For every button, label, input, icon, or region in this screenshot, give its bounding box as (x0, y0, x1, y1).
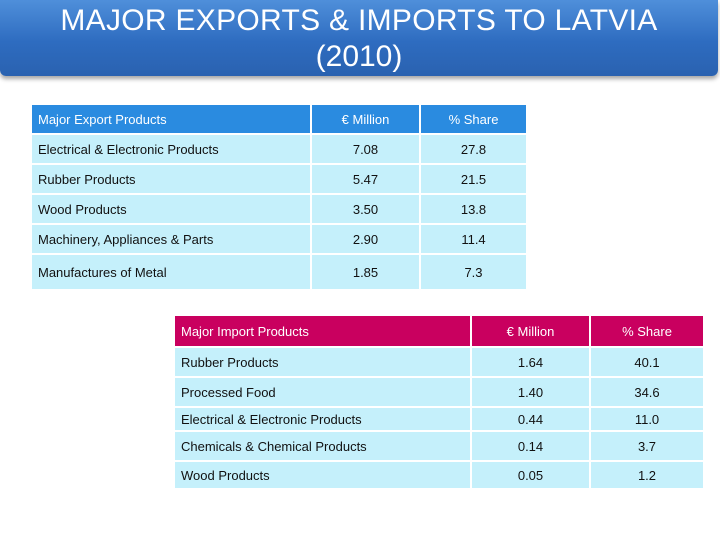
import-million: 0.05 (472, 462, 589, 488)
export-table: Major Export Products € Million % Share … (30, 103, 528, 291)
export-header-million: € Million (312, 105, 419, 133)
export-share: 13.8 (421, 195, 526, 223)
title-banner: MAJOR EXPORTS & IMPORTS TO LATVIA (2010) (0, 0, 718, 76)
export-share: 7.3 (421, 255, 526, 289)
export-product: Machinery, Appliances & Parts (32, 225, 310, 253)
import-share: 34.6 (591, 378, 703, 406)
import-product: Rubber Products (175, 348, 470, 376)
export-million: 1.85 (312, 255, 419, 289)
export-header-product: Major Export Products (32, 105, 310, 133)
table-row: Wood Products 0.05 1.2 (175, 462, 703, 488)
table-row: Rubber Products 1.64 40.1 (175, 348, 703, 376)
import-header-million: € Million (472, 316, 589, 346)
import-share: 1.2 (591, 462, 703, 488)
import-product: Wood Products (175, 462, 470, 488)
export-million: 2.90 (312, 225, 419, 253)
import-product: Processed Food (175, 378, 470, 406)
import-product: Chemicals & Chemical Products (175, 432, 470, 460)
export-million: 5.47 (312, 165, 419, 193)
table-row: Machinery, Appliances & Parts 2.90 11.4 (32, 225, 526, 253)
table-row: Processed Food 1.40 34.6 (175, 378, 703, 406)
export-million: 7.08 (312, 135, 419, 163)
export-share: 21.5 (421, 165, 526, 193)
export-product: Wood Products (32, 195, 310, 223)
import-million: 0.14 (472, 432, 589, 460)
export-million: 3.50 (312, 195, 419, 223)
import-header-share: % Share (591, 316, 703, 346)
export-product: Rubber Products (32, 165, 310, 193)
export-product: Electrical & Electronic Products (32, 135, 310, 163)
import-share: 3.7 (591, 432, 703, 460)
export-product: Manufactures of Metal (32, 255, 310, 289)
import-million: 1.40 (472, 378, 589, 406)
table-row: Rubber Products 5.47 21.5 (32, 165, 526, 193)
import-product: Electrical & Electronic Products (175, 408, 470, 430)
table-row: Chemicals & Chemical Products 0.14 3.7 (175, 432, 703, 460)
page-subtitle-year: (2010) (315, 40, 403, 73)
import-million: 1.64 (472, 348, 589, 376)
table-row: Electrical & Electronic Products 7.08 27… (32, 135, 526, 163)
export-share: 11.4 (421, 225, 526, 253)
export-table-header: Major Export Products € Million % Share (32, 105, 526, 133)
export-header-share: % Share (421, 105, 526, 133)
table-row: Electrical & Electronic Products 0.44 11… (175, 408, 703, 430)
import-million: 0.44 (472, 408, 589, 430)
import-share: 11.0 (591, 408, 703, 430)
table-row: Manufactures of Metal 1.85 7.3 (32, 255, 526, 289)
page-title: MAJOR EXPORTS & IMPORTS TO LATVIA (60, 4, 658, 37)
import-header-product: Major Import Products (175, 316, 470, 346)
export-share: 27.8 (421, 135, 526, 163)
import-share: 40.1 (591, 348, 703, 376)
import-table: Major Import Products € Million % Share … (173, 314, 705, 490)
import-table-header: Major Import Products € Million % Share (175, 316, 703, 346)
table-row: Wood Products 3.50 13.8 (32, 195, 526, 223)
